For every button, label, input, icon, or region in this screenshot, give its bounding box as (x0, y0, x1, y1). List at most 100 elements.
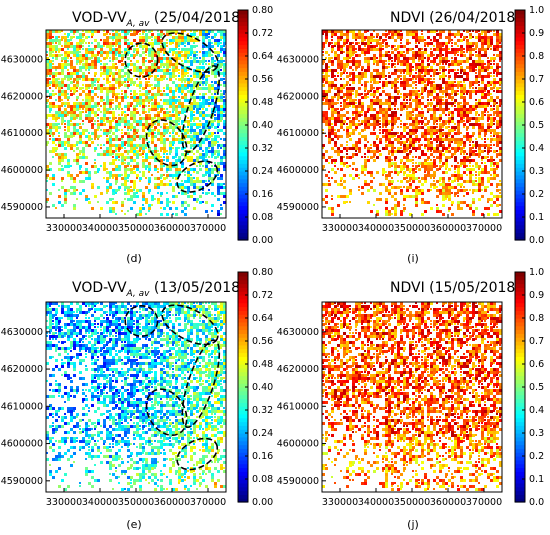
map-pixel (448, 150, 451, 153)
map-pixel (454, 108, 457, 111)
map-pixel (454, 102, 456, 104)
map-pixel (217, 69, 220, 72)
map-pixel (478, 144, 481, 147)
map-pixel (76, 96, 79, 99)
map-pixel (352, 48, 355, 51)
map-pixel (115, 45, 117, 47)
map-pixel (451, 129, 454, 132)
map-pixel (142, 198, 145, 201)
map-pixel (418, 39, 421, 42)
map-pixel (448, 30, 451, 33)
map-pixel (217, 99, 220, 102)
map-pixel (118, 123, 121, 126)
map-pixel (97, 84, 100, 87)
map-pixel (481, 45, 484, 48)
map-pixel (127, 45, 130, 48)
map-pixel (106, 33, 108, 35)
map-pixel (421, 66, 424, 69)
map-pixel (193, 186, 196, 189)
map-pixel (220, 174, 223, 177)
map-pixel (496, 186, 498, 188)
map-pixel (220, 162, 223, 165)
map-pixel (361, 51, 364, 54)
map-pixel (433, 108, 436, 111)
map-pixel (157, 51, 160, 54)
map-pixel (484, 135, 486, 137)
map-pixel (475, 36, 478, 39)
map-pixel (325, 102, 328, 105)
map-pixel (79, 126, 82, 129)
map-pixel (442, 171, 445, 174)
map-pixel (58, 168, 61, 171)
map-pixel (109, 102, 112, 105)
map-pixel (124, 120, 127, 123)
map-pixel (484, 141, 486, 143)
map-pixel (424, 144, 427, 147)
map-pixel (46, 72, 49, 75)
map-pixel (169, 135, 171, 137)
map-pixel (223, 195, 226, 198)
map-pixel (448, 117, 451, 120)
map-pixel (73, 87, 76, 90)
map-pixel (58, 63, 61, 66)
map-pixel (121, 96, 124, 99)
map-pixel (58, 51, 60, 53)
map-pixel (337, 138, 339, 140)
map-pixel (193, 39, 196, 42)
map-pixel (394, 150, 397, 153)
map-pixel (463, 114, 466, 117)
map-pixel (373, 132, 376, 135)
map-pixel (466, 111, 469, 114)
map-pixel (148, 207, 151, 210)
map-pixel (154, 147, 157, 150)
map-pixel (394, 114, 397, 117)
map-pixel (220, 183, 223, 186)
map-pixel (412, 36, 415, 39)
map-pixel (490, 198, 493, 201)
map-pixel (160, 207, 162, 209)
map-pixel (481, 33, 483, 35)
map-pixel (202, 114, 205, 117)
map-pixel (409, 147, 411, 149)
map-pixel (157, 102, 160, 105)
map-pixel (487, 75, 490, 78)
map-pixel (76, 48, 79, 51)
colorbar-segment (515, 209, 525, 214)
map-pixel (160, 90, 162, 92)
map-pixel (88, 93, 91, 96)
map-pixel (175, 33, 177, 35)
map-pixel (154, 126, 157, 129)
map-pixel (172, 90, 175, 93)
map-pixel (133, 51, 135, 53)
map-pixel (400, 180, 403, 183)
map-pixel (412, 99, 415, 102)
map-pixel (427, 30, 430, 33)
map-pixel (373, 108, 376, 111)
map-pixel (340, 84, 343, 87)
map-pixel (130, 42, 133, 45)
map-pixel (349, 156, 352, 159)
map-pixel (352, 156, 354, 158)
map-pixel (130, 54, 133, 57)
map-pixel (391, 117, 394, 120)
map-pixel (334, 162, 336, 164)
map-pixel (154, 78, 157, 81)
map-pixel (478, 180, 481, 183)
map-pixel (493, 90, 495, 92)
map-pixel (166, 66, 169, 69)
map-pixel (409, 132, 412, 135)
map-pixel (481, 195, 484, 198)
map-pixel (454, 51, 457, 54)
map-pixel (340, 183, 343, 186)
map-pixel (94, 54, 97, 57)
map-pixel (82, 105, 85, 108)
map-pixel (124, 150, 127, 153)
map-pixel (85, 156, 88, 159)
map-pixel (127, 156, 130, 159)
map-pixel (325, 51, 328, 54)
map-pixel (466, 192, 469, 195)
map-pixel (205, 93, 207, 95)
map-pixel (463, 102, 466, 105)
map-pixel (391, 129, 393, 131)
map-pixel (364, 48, 367, 51)
